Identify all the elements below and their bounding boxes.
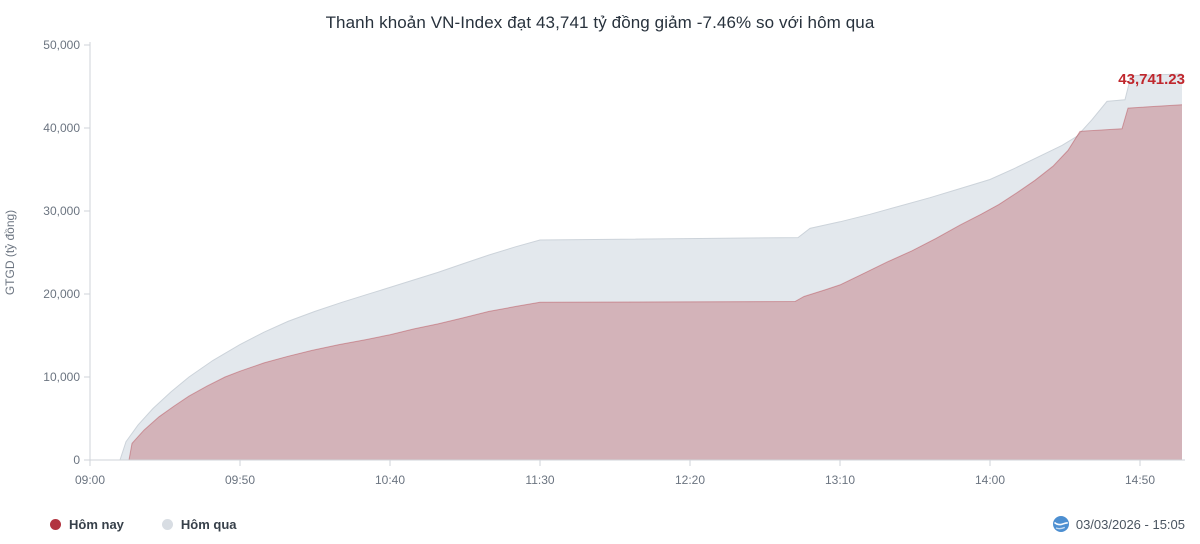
area-series-1: [129, 104, 1182, 461]
y-tick-label: 40,000: [43, 121, 80, 135]
chart-title: Thanh khoản VN-Index đạt 43,741 tỷ đồng …: [325, 13, 875, 32]
brand-logo-icon: [1052, 516, 1069, 532]
legend-dot: [161, 518, 173, 530]
chart-footer: Hôm nay Hôm qua 03/03/2026 - 15:05: [0, 512, 1200, 536]
x-tick-label: 09:50: [225, 473, 255, 487]
legend-label: Hôm qua: [180, 516, 237, 532]
y-tick-label: 50,000: [43, 38, 80, 52]
x-tick-label: 09:00: [75, 473, 105, 487]
y-axis-title: GTGD (tỷ đồng): [3, 210, 17, 295]
legend-label: Hôm nay: [69, 516, 124, 532]
timestamp-area: 03/03/2026 - 15:05: [1052, 512, 1185, 536]
x-tick-label: 14:50: [1125, 473, 1155, 487]
x-tick-label: 12:20: [675, 473, 705, 487]
y-tick-label: 30,000: [43, 204, 80, 218]
last-value-label: 43,741.23: [1118, 71, 1185, 88]
y-tick-label: 0: [73, 453, 80, 467]
area-series-0: [120, 74, 1182, 460]
x-tick-label: 14:00: [975, 473, 1005, 487]
liquidity-area-chart: 0 10,000 20,000 30,000 40,000 50,000 09:00 09:5…: [3, 38, 1185, 487]
y-tick-label: 20,000: [43, 287, 80, 301]
x-tick-label: 11:30: [525, 473, 554, 487]
legend-dot: [50, 518, 61, 530]
x-tick-label: 10:40: [375, 473, 405, 487]
x-tick-label: 13:10: [825, 473, 855, 487]
timestamp-label: 03/03/2026 - 15:05: [1075, 516, 1185, 532]
legend: Hôm nay Hôm qua: [50, 512, 237, 536]
y-tick-label: 10,000: [43, 370, 80, 384]
line-series-1: [128, 104, 1183, 461]
line-series-0: [119, 73, 1183, 461]
legend-item-1[interactable]: Hôm qua: [161, 516, 237, 532]
legend-item-0[interactable]: Hôm nay: [50, 517, 124, 532]
